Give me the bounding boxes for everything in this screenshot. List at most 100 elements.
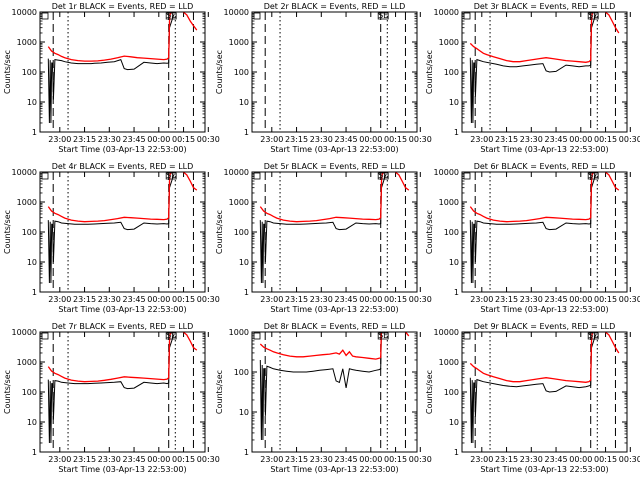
se-marker-label: SE xyxy=(378,11,388,20)
panel-title: Det 8r BLACK = Events, RED = LLD xyxy=(264,322,406,331)
se-marker-label: SE xyxy=(166,171,176,180)
x-tick-label: 23:45 xyxy=(545,135,568,144)
y-tick-label: 100 xyxy=(22,228,37,237)
x-tick-label: 23:30 xyxy=(520,295,543,304)
start-marker-box xyxy=(253,12,261,20)
x-tick-label: 00:15 xyxy=(172,455,195,464)
y-tick-label: 100 xyxy=(234,368,249,377)
x-tick-label: 00:00 xyxy=(359,455,382,464)
y-tick-label: 100 xyxy=(444,228,459,237)
y-tick-label: 1000 xyxy=(439,358,459,367)
x-axis-label: Start Time (03-Apr-13 22:53:00) xyxy=(270,305,398,314)
x-tick-label: 00:30 xyxy=(409,455,432,464)
x-tick-label: 00:15 xyxy=(384,135,407,144)
x-tick-label: 00:30 xyxy=(409,295,432,304)
x-tick-label: 23:45 xyxy=(123,135,146,144)
se-marker-box xyxy=(377,172,389,180)
x-tick-label: 23:00 xyxy=(470,455,493,464)
x-tick-label: 23:45 xyxy=(545,455,568,464)
panel-det-1: Det 1r BLACK = Events, RED = LLD Start Ti… xyxy=(3,2,220,154)
plot-frame xyxy=(251,331,418,453)
x-tick-label: 23:00 xyxy=(48,135,71,144)
x-tick-label: 00:30 xyxy=(409,135,432,144)
y-tick-label: 1 xyxy=(32,288,37,297)
y-tick-label: 1 xyxy=(32,128,37,137)
x-axis-label: Start Time (03-Apr-13 22:53:00) xyxy=(270,145,398,154)
x-tick-label: 23:15 xyxy=(495,135,518,144)
y-tick-label: 1000 xyxy=(17,38,37,47)
se-marker-label: SE xyxy=(588,331,598,340)
y-axis-label: Counts/sec xyxy=(3,210,12,254)
series-line-events xyxy=(469,14,597,124)
series-line-events xyxy=(259,174,387,284)
y-tick-label: 10 xyxy=(239,98,249,107)
x-tick-label: 00:15 xyxy=(594,135,617,144)
x-tick-label: 23:30 xyxy=(310,455,333,464)
se-marker-box xyxy=(165,172,177,180)
se-marker-label: SE xyxy=(588,11,598,20)
x-tick-label: 23:15 xyxy=(285,135,308,144)
panel-det-7: Det 7r BLACK = Events, RED = LLD Start Ti… xyxy=(3,322,220,474)
se-marker-box xyxy=(377,332,389,340)
y-tick-label: 1000 xyxy=(439,198,459,207)
y-tick-label: 100 xyxy=(444,388,459,397)
x-axis-label: Start Time (03-Apr-13 22:53:00) xyxy=(480,465,608,474)
y-tick-label: 100 xyxy=(22,388,37,397)
y-tick-label: 1000 xyxy=(229,38,249,47)
y-tick-label: 10000 xyxy=(434,168,459,177)
y-axis-label: Counts/sec xyxy=(425,370,434,414)
y-tick-label: 1000 xyxy=(439,38,459,47)
y-axis-label: Counts/sec xyxy=(3,50,12,94)
start-marker-box xyxy=(41,172,49,180)
start-marker-box xyxy=(463,172,471,180)
x-tick-label: 23:15 xyxy=(73,135,96,144)
x-tick-label: 23:00 xyxy=(48,455,71,464)
x-tick-label: 00:00 xyxy=(147,295,170,304)
y-tick-label: 1 xyxy=(32,448,37,457)
x-tick-label: 23:00 xyxy=(470,135,493,144)
x-tick-label: 00:15 xyxy=(594,295,617,304)
x-tick-label: 00:15 xyxy=(594,455,617,464)
x-tick-label: 23:15 xyxy=(495,455,518,464)
se-marker-box xyxy=(377,12,389,20)
y-tick-label: 10 xyxy=(27,98,37,107)
x-tick-label: 00:15 xyxy=(172,295,195,304)
x-tick-label: 23:30 xyxy=(520,455,543,464)
y-axis-label: Counts/sec xyxy=(215,370,224,414)
y-axis-label: Counts/sec xyxy=(425,210,434,254)
y-tick-label: 10000 xyxy=(434,8,459,17)
panel-title: Det 9r BLACK = Events, RED = LLD xyxy=(474,322,616,331)
x-tick-label: 00:30 xyxy=(197,455,220,464)
panel-title: Det 7r BLACK = Events, RED = LLD xyxy=(52,322,194,331)
plot-frame xyxy=(39,331,206,453)
x-tick-label: 00:30 xyxy=(619,295,640,304)
se-marker-box xyxy=(165,332,177,340)
x-tick-label: 23:30 xyxy=(310,135,333,144)
y-tick-label: 10 xyxy=(27,418,37,427)
se-marker-label: SE xyxy=(588,171,598,180)
y-tick-label: 10 xyxy=(239,408,249,417)
se-marker-box xyxy=(165,12,177,20)
panel-title: Det 3r BLACK = Events, RED = LLD xyxy=(474,2,616,11)
series-line-events xyxy=(47,174,175,284)
se-marker-box xyxy=(587,172,599,180)
series-line-events xyxy=(469,174,597,284)
y-tick-label: 10000 xyxy=(12,168,37,177)
y-tick-label: 1 xyxy=(454,448,459,457)
start-marker-box xyxy=(41,12,49,20)
y-tick-label: 10000 xyxy=(12,328,37,337)
y-axis-label: Counts/sec xyxy=(3,370,12,414)
x-axis-label: Start Time (03-Apr-13 22:53:00) xyxy=(58,145,186,154)
x-tick-label: 00:30 xyxy=(197,135,220,144)
x-tick-label: 23:15 xyxy=(285,295,308,304)
x-tick-label: 23:00 xyxy=(470,295,493,304)
x-axis-label: Start Time (03-Apr-13 22:53:00) xyxy=(58,465,186,474)
x-tick-label: 00:30 xyxy=(197,295,220,304)
panel-title: Det 2r BLACK = Events, RED = LLD xyxy=(264,2,406,11)
x-tick-label: 00:00 xyxy=(569,455,592,464)
y-tick-label: 1 xyxy=(244,448,249,457)
panel-det-8: Det 8r BLACK = Events, RED = LLD Start Ti… xyxy=(215,322,432,474)
y-tick-label: 10000 xyxy=(12,8,37,17)
y-tick-label: 1000 xyxy=(229,328,249,337)
x-tick-label: 23:15 xyxy=(73,455,96,464)
